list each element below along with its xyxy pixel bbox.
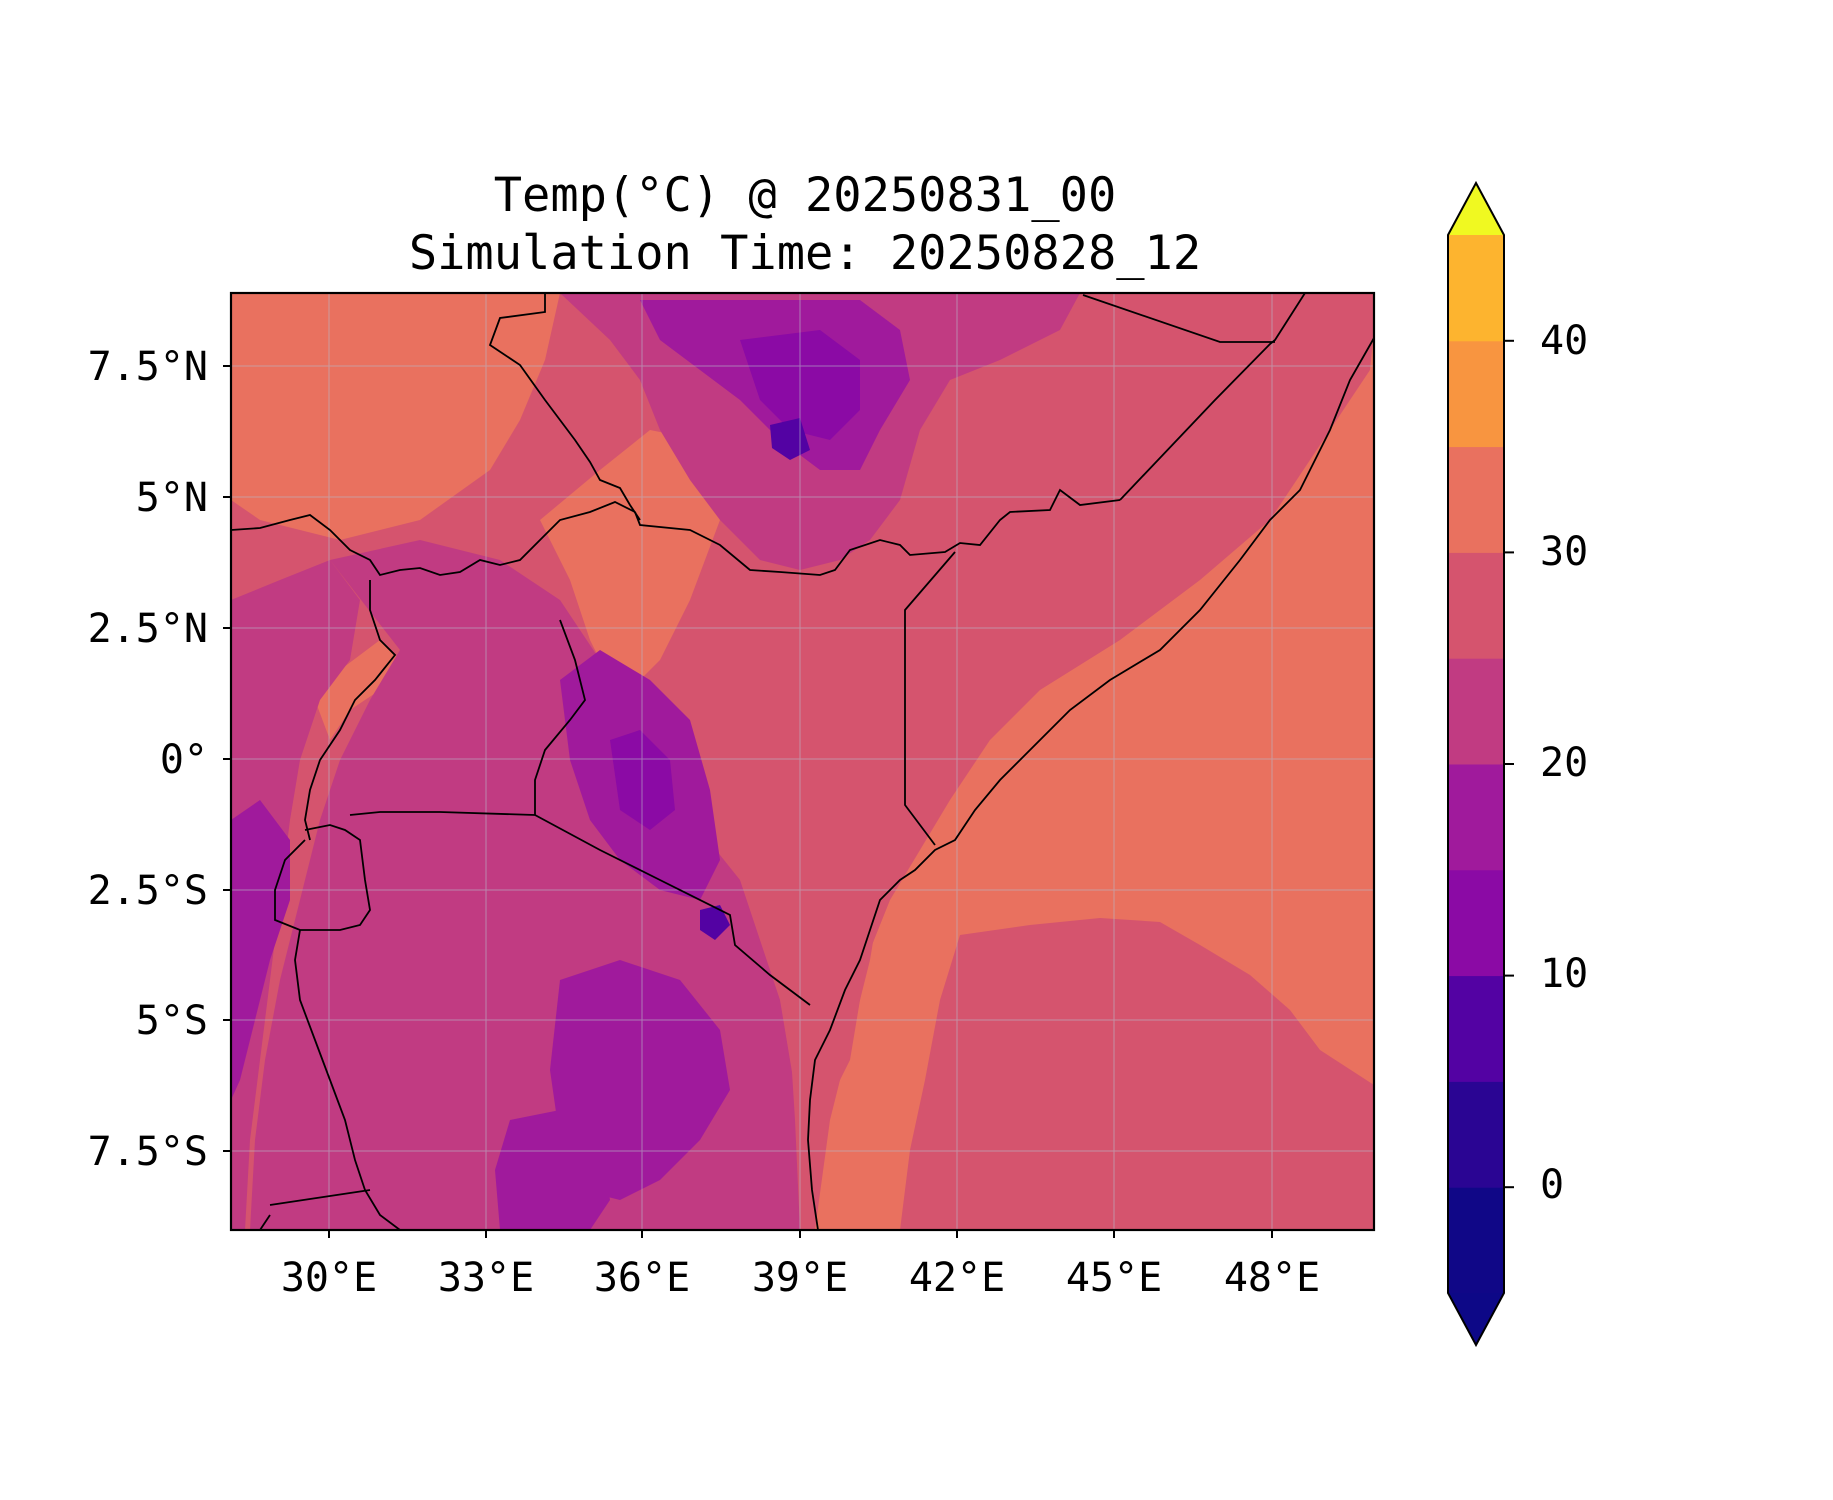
field-coast-transition bbox=[790, 880, 880, 1230]
colorbar-extend-min bbox=[1448, 1293, 1504, 1345]
field-west-highlands bbox=[231, 560, 360, 1230]
x-tick-label: 45°E bbox=[1065, 1255, 1163, 1301]
border-rwanda-burundi bbox=[274, 824, 371, 931]
map-title: Temp(°C) @ 20250831_00 bbox=[493, 168, 1117, 223]
colorbar-bin bbox=[1448, 552, 1504, 659]
colorbar-bin bbox=[1448, 1081, 1504, 1188]
y-tick-label: 5°S bbox=[135, 998, 208, 1044]
colorbar-bin bbox=[1448, 446, 1504, 553]
y-tick-label: 2.5°N bbox=[87, 606, 208, 652]
border-zambia bbox=[269, 1189, 371, 1206]
border-kenya-tanzania bbox=[534, 814, 811, 1006]
field-warm-northwest bbox=[231, 293, 560, 540]
border-ethiopia-somalia bbox=[1119, 293, 1306, 501]
x-tick-label: 33°E bbox=[437, 1255, 535, 1301]
border-ssudan-ethiopia bbox=[488, 293, 641, 521]
colorbar-bin bbox=[1448, 235, 1504, 342]
field-kilimanjaro bbox=[700, 905, 730, 940]
colorbar-bin bbox=[1448, 869, 1504, 977]
y-tick-label: 7.5°N bbox=[87, 344, 208, 390]
x-tick-label: 36°E bbox=[593, 1255, 691, 1301]
colorbar-tick-label: 30 bbox=[1540, 529, 1589, 575]
map-frame bbox=[229, 291, 1376, 1232]
colorbar-tick-label: 0 bbox=[1540, 1162, 1565, 1208]
border-kenya-ethiopia bbox=[634, 488, 1121, 576]
colorbar-outline bbox=[1447, 180, 1505, 1348]
colorbar bbox=[1447, 180, 1514, 1348]
coastline-east bbox=[807, 337, 1374, 1230]
border-drc-tanzania bbox=[294, 929, 401, 1230]
border-sw bbox=[259, 1214, 271, 1230]
field-tanzania-sw-highlands bbox=[495, 1110, 610, 1230]
border-djibouti bbox=[1082, 294, 1275, 343]
colorbar-bin bbox=[1448, 975, 1504, 1082]
map-subtitle: Simulation Time: 20250828_12 bbox=[408, 226, 1202, 281]
field-lake-albert-warm bbox=[315, 640, 400, 740]
border-uganda-kenya bbox=[534, 619, 586, 815]
field-rwanda-cool bbox=[231, 800, 290, 1100]
colorbar-extend-max bbox=[1448, 183, 1504, 235]
gridlines bbox=[231, 293, 1374, 1230]
border-uganda-west bbox=[304, 580, 397, 841]
colorbar-bin bbox=[1448, 1187, 1504, 1294]
colorbar-tick-label: 20 bbox=[1540, 740, 1589, 786]
x-tick-label: 39°E bbox=[751, 1255, 849, 1301]
colorbar-tick-label: 40 bbox=[1540, 318, 1589, 364]
x-tick-label: 48°E bbox=[1223, 1255, 1321, 1301]
x-tick-label: 30°E bbox=[280, 1255, 378, 1301]
y-tick-label: 2.5°S bbox=[87, 868, 208, 914]
x-tick-label: 42°E bbox=[908, 1255, 1006, 1301]
x-tick-marks bbox=[328, 1230, 1273, 1238]
y-tick-marks bbox=[223, 365, 231, 1152]
field-somalia-inland-south bbox=[900, 918, 1374, 1230]
border-kenya-somalia bbox=[904, 551, 956, 846]
temperature-field bbox=[231, 293, 1374, 1230]
colorbar-bin bbox=[1448, 340, 1504, 448]
border-ssudan-south bbox=[231, 501, 636, 577]
colorbar-bin bbox=[1448, 764, 1504, 871]
colorbar-bin bbox=[1448, 658, 1504, 765]
y-tick-label: 7.5°S bbox=[87, 1129, 208, 1175]
boundaries bbox=[231, 293, 1374, 1230]
colorbar-tick-label: 10 bbox=[1540, 951, 1589, 997]
y-tick-label: 5°N bbox=[135, 475, 208, 521]
y-tick-label: 0° bbox=[159, 737, 208, 783]
border-uganda-south bbox=[349, 811, 536, 816]
